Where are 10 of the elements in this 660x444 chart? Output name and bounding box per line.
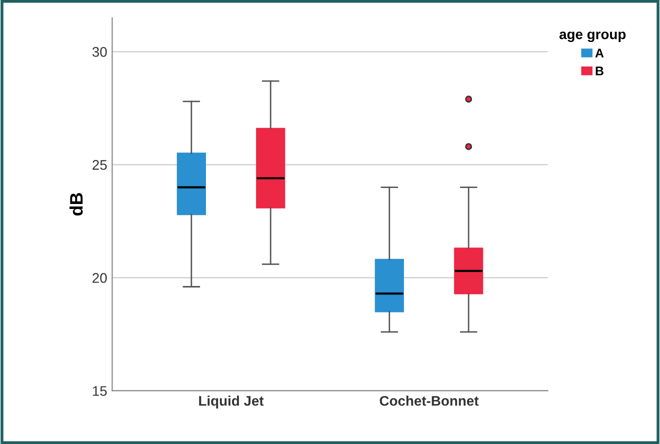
legend-title: age group	[559, 32, 626, 42]
y-axis-title: dB	[70, 193, 83, 216]
x-tick-label: Liquid Jet	[199, 396, 264, 409]
y-tick-label: 25	[92, 160, 107, 170]
y-tick-label: 15	[92, 386, 107, 396]
y-tick-label: 20	[92, 273, 107, 283]
legend-label: A	[595, 48, 604, 58]
legend-label: B	[596, 66, 604, 76]
x-tick-label: Cochet-Bonnet	[380, 396, 479, 406]
y-tick-label: 30	[92, 47, 107, 57]
